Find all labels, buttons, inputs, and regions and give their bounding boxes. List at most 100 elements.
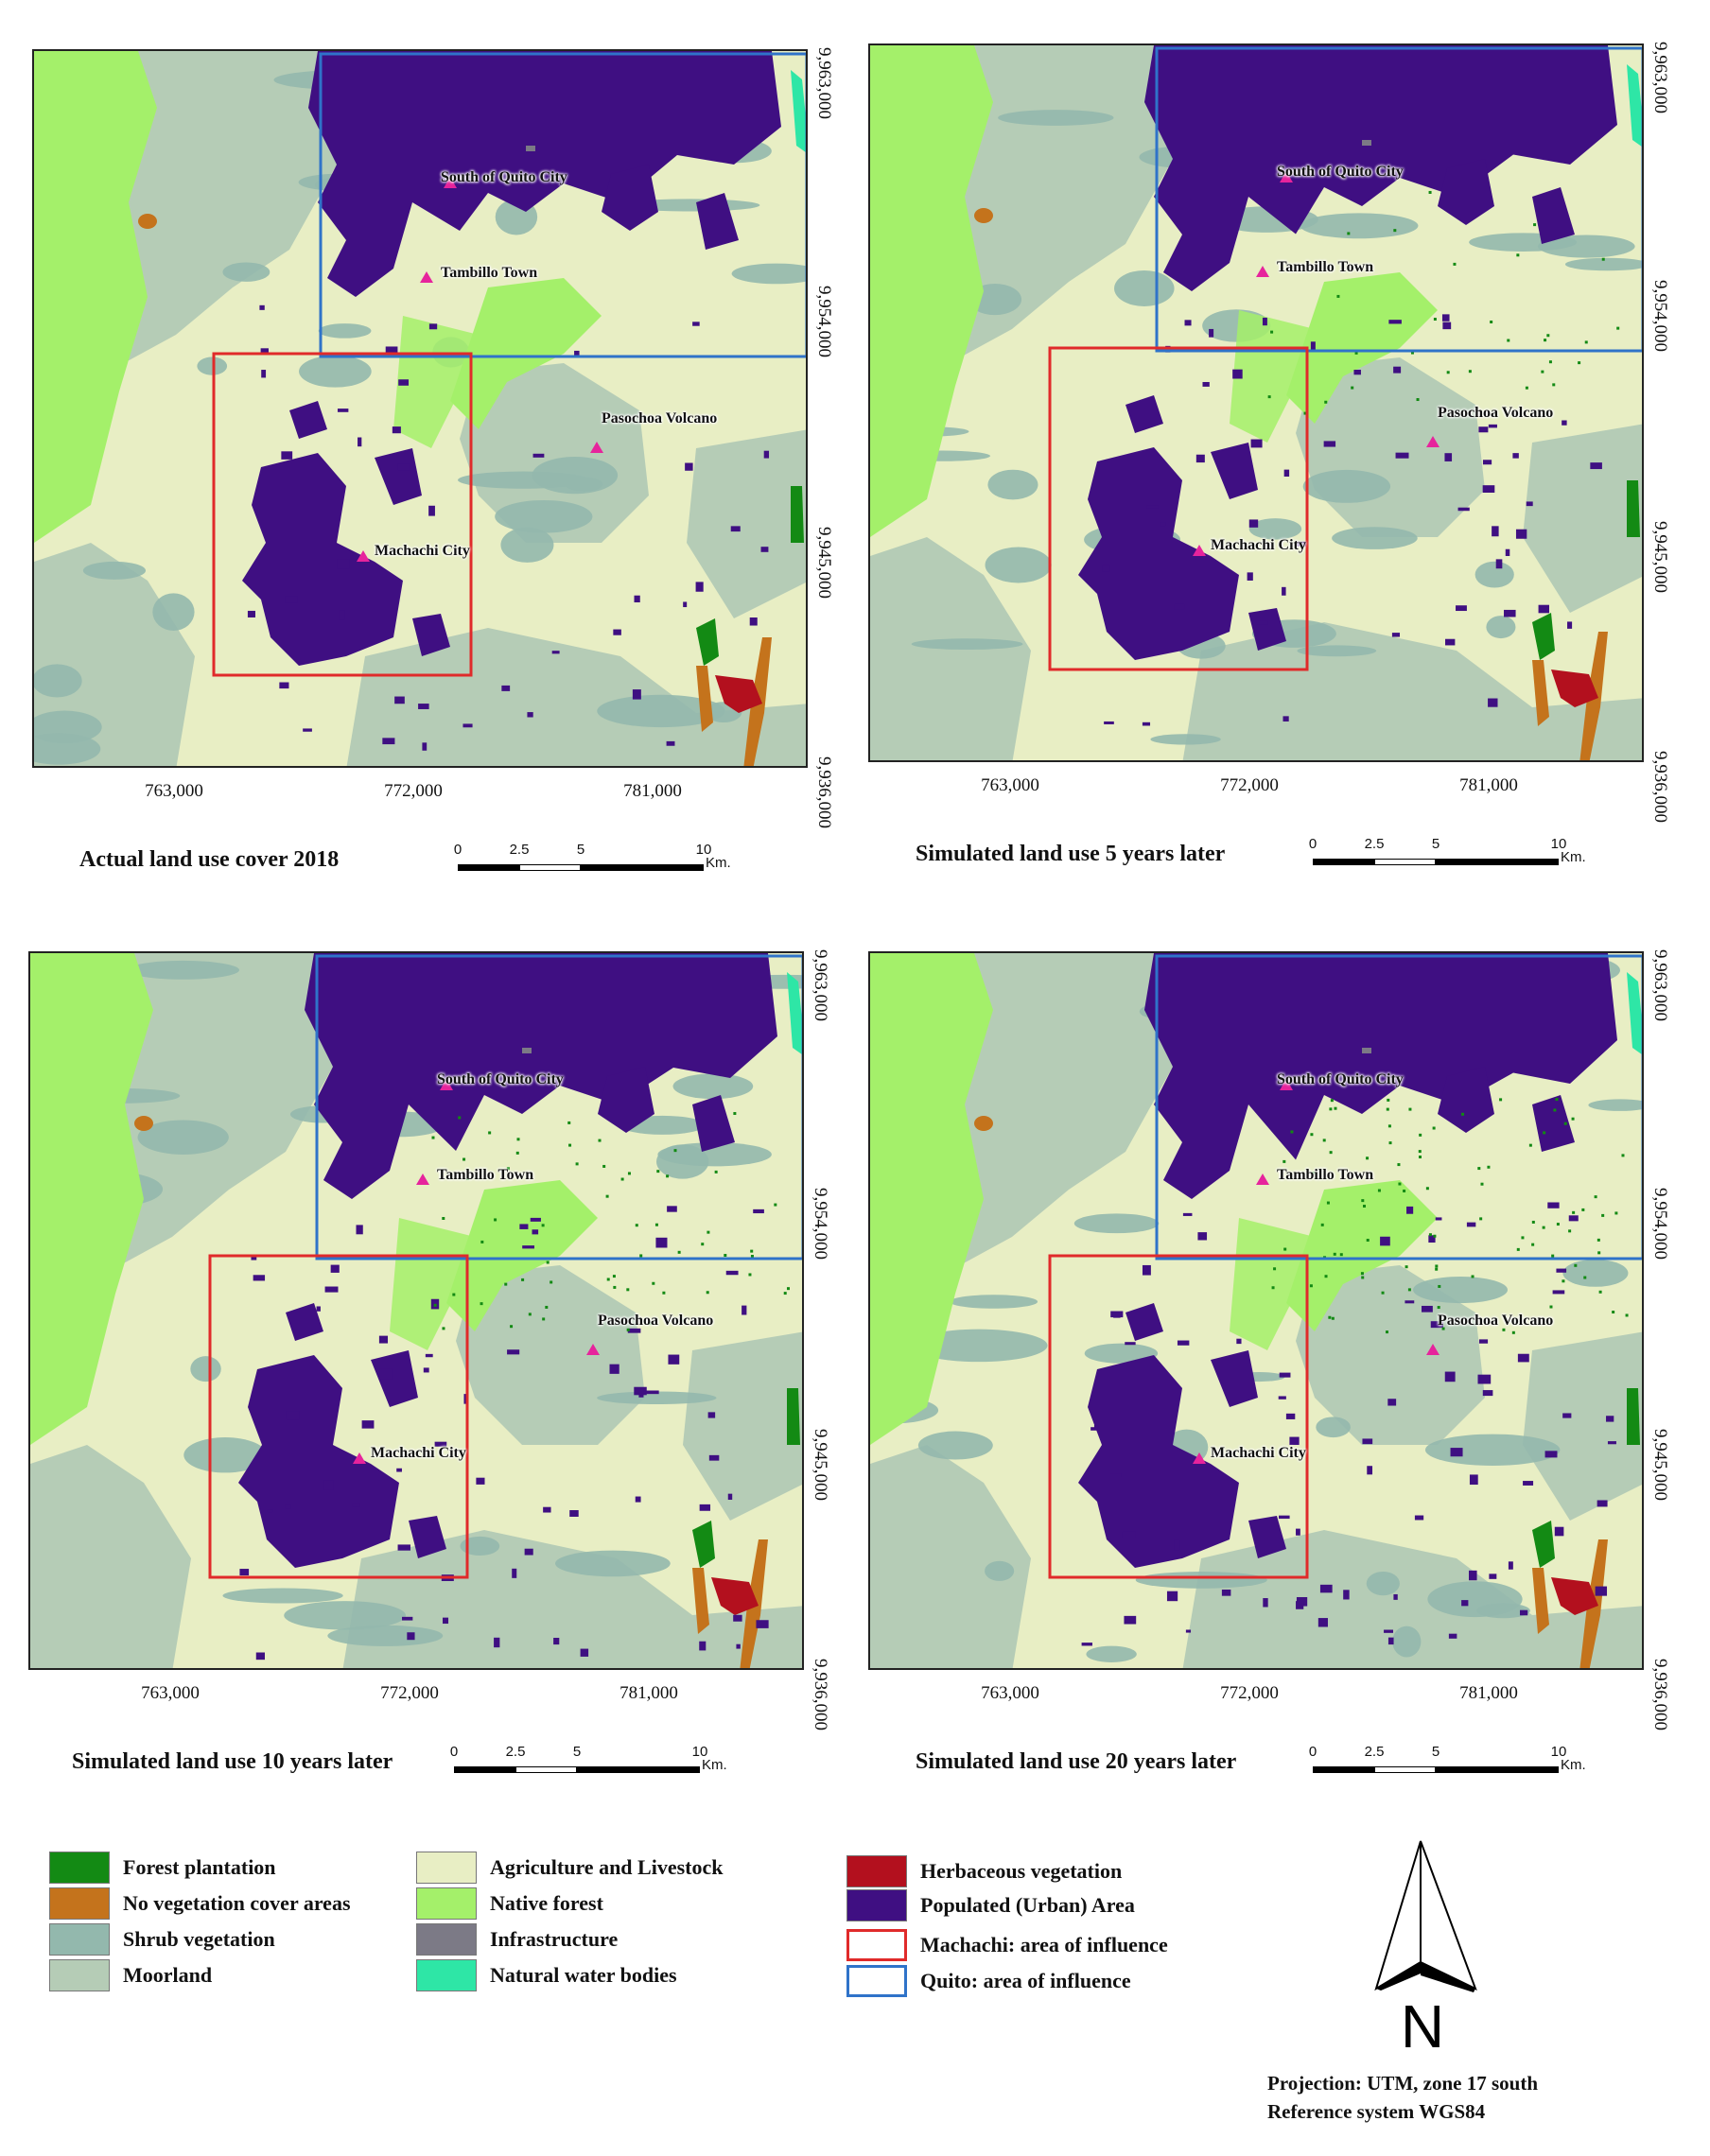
urban-dot [1263,1598,1268,1608]
forest-dot [1562,1279,1565,1283]
forest-dot [1601,257,1605,261]
urban-dot [382,738,395,745]
forest-dot [1283,1247,1287,1251]
forest-dot [1324,1275,1328,1278]
urban-dot [422,742,428,751]
forest-dot [480,1240,484,1243]
no-vegetation-area [974,208,993,223]
legend-item: Machachi: area of influence [846,1929,1225,1965]
place-marker-icon [1280,1079,1293,1090]
scale-label: 2.5 [1364,836,1385,852]
urban-dot [730,526,741,532]
x-tick-label: 781,000 [1459,775,1518,795]
forest-dot [1407,1288,1411,1292]
urban-dot [685,462,693,471]
forest-dot [1351,386,1354,390]
urban-dot [1456,605,1467,612]
forest-dot [1333,1252,1336,1256]
forest-dot [1438,1284,1441,1288]
urban-dot [397,463,410,471]
urban-dot [1552,1290,1565,1295]
forest-dot [786,1287,790,1291]
moorland-area [456,1265,645,1445]
urban-dot [532,453,545,458]
y-tick-label: 9,954,000 [811,1188,830,1260]
urban-dot [1393,1593,1398,1600]
scale-label: 5 [576,842,585,858]
shrub-patch [554,1550,671,1577]
urban-dot [627,1328,641,1333]
forest-dot [494,1218,497,1222]
forest-dot [1516,1247,1520,1251]
urban-dot [1353,369,1361,375]
forest-dot [1363,1205,1367,1208]
shrub-patch [1588,1099,1642,1111]
shrub-patch [1562,1259,1629,1287]
shrub-patch [495,499,593,533]
urban-dot [1282,716,1289,722]
urban-dot [527,712,533,718]
urban-dot [1367,1466,1373,1475]
urban-dot [1469,1474,1478,1486]
moorland-area [34,543,195,766]
native-forest-area [1286,1180,1438,1331]
scale-segment [1436,1766,1559,1773]
urban-dot [1166,1591,1178,1602]
forest-dot [750,1254,754,1258]
y-tick-label: 9,963,000 [1650,42,1670,113]
moorland-area [30,1445,191,1668]
shrub-patch [1135,1572,1267,1589]
shrub-patch [597,1391,717,1405]
urban-dot [1477,1374,1492,1384]
urban-dot [1102,565,1110,572]
scale-segment [577,1766,700,1773]
forest-dot [1563,1121,1567,1125]
forest-dot [1594,1195,1597,1199]
y-tick-label: 9,963,000 [811,949,830,1021]
urban-dot [352,1503,360,1507]
forest-dot [1282,1159,1286,1163]
place-marker-icon [586,1344,600,1355]
forest-dot [1331,1316,1335,1320]
shrub-patch [299,355,372,388]
urban-dot [1512,453,1519,459]
forest-dot [1377,1189,1381,1192]
moorland-area [687,429,806,618]
native-forest-area [1230,1218,1315,1350]
forest-dot [1312,1172,1316,1175]
urban-dot [512,1568,517,1578]
urban-dot [1110,1311,1124,1318]
shrub-patch [1564,257,1642,271]
moorland-area [946,45,1182,357]
place-marker-icon [590,442,603,453]
forest-dot [1425,1187,1429,1191]
y-tick-label: 9,936,000 [1650,1659,1670,1730]
place-south-of-quito-label: South of Quito City [437,1071,564,1087]
urban-dot [1466,1222,1476,1227]
place-marker-icon [1280,171,1293,183]
forest-dot [1502,1328,1506,1331]
urban-dot [253,1275,266,1281]
shrub-patch [998,110,1114,126]
forest-dot [1326,1201,1330,1205]
forest-dot [1499,1098,1503,1102]
urban-dot [1236,1338,1242,1345]
forest-dot [458,1116,462,1120]
urban-area [1438,159,1494,225]
place-machachi-label: Machachi City [375,543,470,559]
place-marker-icon [440,1079,453,1090]
urban-area [238,1355,399,1568]
panel-title: Actual land use cover 2018 [79,847,340,872]
shrub-patch [183,1437,268,1473]
urban-dot [1081,1643,1092,1646]
urban-dot [1125,1342,1136,1346]
forest-dot [1366,1239,1370,1243]
urban-dot [356,1225,363,1235]
urban-dot [1590,462,1602,470]
urban-dot [259,304,265,310]
urban-dot [655,1237,668,1248]
urban-dot [699,1504,711,1511]
panel-title: Simulated land use 5 years later [916,842,1226,866]
forest-dot [1398,1182,1402,1186]
urban-area [412,614,450,656]
